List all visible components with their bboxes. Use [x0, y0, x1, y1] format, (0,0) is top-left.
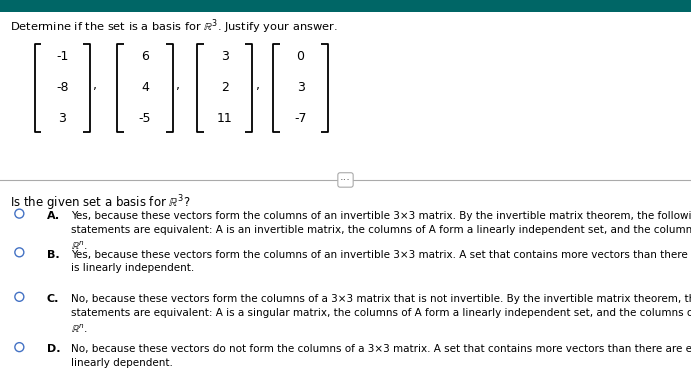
Text: 11: 11	[217, 112, 232, 125]
FancyBboxPatch shape	[0, 0, 691, 12]
Text: 6: 6	[141, 50, 149, 63]
Text: No, because these vectors do not form the columns of a 3×3 matrix. A set that co: No, because these vectors do not form th…	[71, 344, 691, 368]
Text: No, because these vectors form the columns of a 3×3 matrix that is not invertibl: No, because these vectors form the colum…	[71, 294, 691, 335]
Text: D.: D.	[47, 344, 61, 354]
Text: Yes, because these vectors form the columns of an invertible 3×3 matrix. By the : Yes, because these vectors form the colu…	[71, 211, 691, 252]
Text: C.: C.	[47, 294, 59, 304]
Text: 4: 4	[141, 81, 149, 94]
Text: 2: 2	[220, 81, 229, 94]
Text: ···: ···	[340, 175, 351, 185]
Text: ,: ,	[93, 79, 97, 92]
Text: 0: 0	[296, 50, 305, 63]
Text: ,: ,	[176, 79, 180, 92]
Text: A.: A.	[47, 211, 60, 221]
Text: Is the given set a basis for $\mathbb{R}^3$?: Is the given set a basis for $\mathbb{R}…	[10, 194, 191, 213]
Text: 3: 3	[220, 50, 229, 63]
Text: -5: -5	[139, 112, 151, 125]
Text: B.: B.	[47, 250, 59, 260]
Text: Yes, because these vectors form the columns of an invertible 3×3 matrix. A set t: Yes, because these vectors form the colu…	[71, 250, 691, 273]
Text: -1: -1	[56, 50, 68, 63]
Text: Determine if the set is a basis for $\mathbb{R}^3$. Justify your answer.: Determine if the set is a basis for $\ma…	[10, 17, 338, 36]
Text: -7: -7	[294, 112, 307, 125]
Text: 3: 3	[296, 81, 305, 94]
Text: ,: ,	[256, 79, 260, 92]
Text: -8: -8	[56, 81, 68, 94]
Text: 3: 3	[58, 112, 66, 125]
